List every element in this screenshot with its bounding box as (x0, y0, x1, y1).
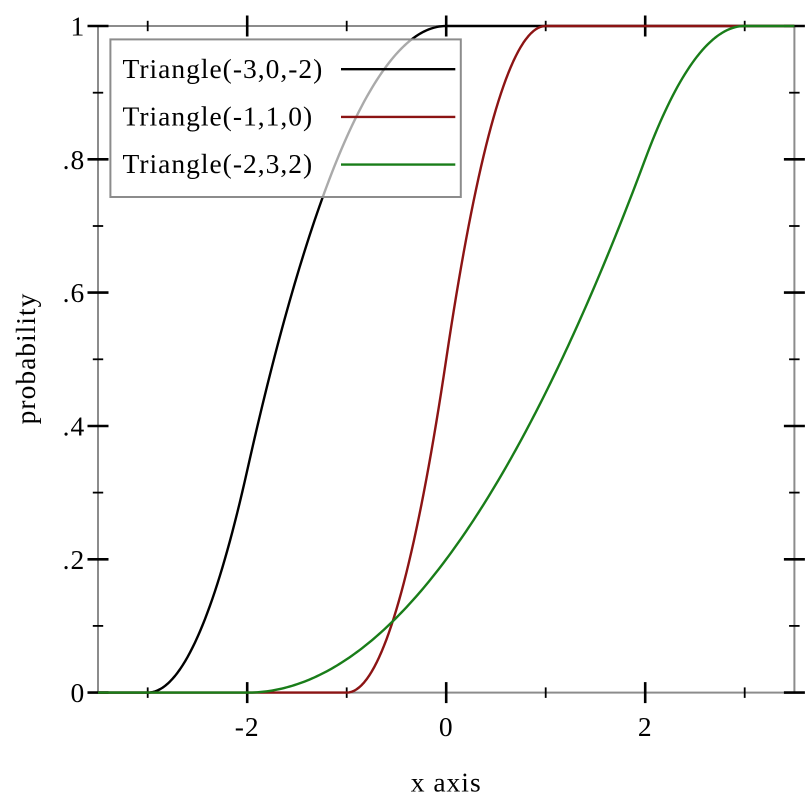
svg-text:Triangle(-2,3,2): Triangle(-2,3,2) (123, 148, 314, 179)
svg-text:0: 0 (439, 711, 454, 742)
svg-text:0: 0 (71, 677, 86, 708)
svg-text:.2: .2 (63, 544, 86, 575)
svg-text:Triangle(-3,0,-2): Triangle(-3,0,-2) (123, 53, 324, 84)
svg-text:Triangle(-1,1,0): Triangle(-1,1,0) (123, 101, 314, 132)
svg-text:2: 2 (638, 711, 653, 742)
svg-text:-2: -2 (235, 711, 260, 742)
svg-text:.8: .8 (63, 144, 86, 175)
svg-text:probability: probability (10, 293, 41, 425)
svg-text:1: 1 (71, 11, 86, 42)
svg-text:x axis: x axis (411, 767, 482, 798)
svg-text:.4: .4 (63, 411, 86, 442)
svg-text:.6: .6 (63, 277, 86, 308)
